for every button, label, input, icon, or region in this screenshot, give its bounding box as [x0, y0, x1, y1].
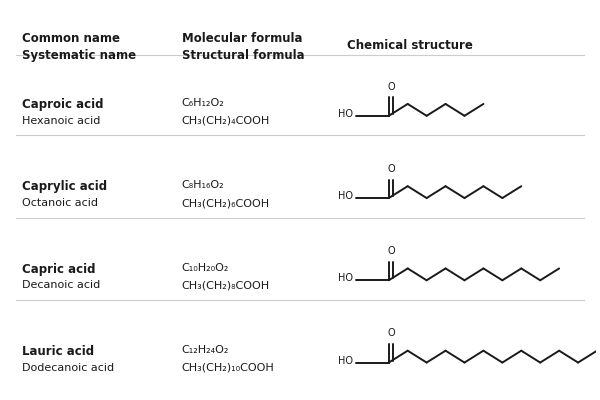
Text: Molecular formula: Molecular formula: [182, 32, 302, 44]
Text: C₁₀H₂₀O₂: C₁₀H₂₀O₂: [182, 263, 229, 273]
Text: HO: HO: [338, 191, 353, 201]
Text: Caproic acid: Caproic acid: [22, 98, 103, 111]
Text: O: O: [388, 328, 395, 338]
Text: Caprylic acid: Caprylic acid: [22, 180, 107, 194]
Text: CH₃(CH₂)₁₀COOH: CH₃(CH₂)₁₀COOH: [182, 362, 274, 372]
Text: C₆H₁₂O₂: C₆H₁₂O₂: [182, 98, 224, 108]
Text: Dodecanoic acid: Dodecanoic acid: [22, 362, 114, 372]
Text: C₈H₁₆O₂: C₈H₁₆O₂: [182, 180, 224, 190]
Text: O: O: [388, 164, 395, 174]
Text: CH₃(CH₂)₈COOH: CH₃(CH₂)₈COOH: [182, 280, 270, 290]
Text: O: O: [388, 82, 395, 92]
Text: CH₃(CH₂)₄COOH: CH₃(CH₂)₄COOH: [182, 116, 270, 126]
Text: Structural formula: Structural formula: [182, 49, 304, 62]
Text: HO: HO: [338, 109, 353, 119]
Text: O: O: [388, 246, 395, 256]
Text: C₁₂H₂₄O₂: C₁₂H₂₄O₂: [182, 345, 229, 355]
Text: Chemical structure: Chemical structure: [347, 40, 473, 52]
Text: Systematic name: Systematic name: [22, 49, 136, 62]
Text: HO: HO: [338, 356, 353, 366]
Text: Decanoic acid: Decanoic acid: [22, 280, 100, 290]
Text: Hexanoic acid: Hexanoic acid: [22, 116, 100, 126]
Text: Common name: Common name: [22, 32, 120, 44]
Text: CH₃(CH₂)₆COOH: CH₃(CH₂)₆COOH: [182, 198, 270, 208]
Text: Lauric acid: Lauric acid: [22, 345, 94, 358]
Text: Octanoic acid: Octanoic acid: [22, 198, 98, 208]
Text: Capric acid: Capric acid: [22, 263, 95, 276]
Text: HO: HO: [338, 273, 353, 283]
